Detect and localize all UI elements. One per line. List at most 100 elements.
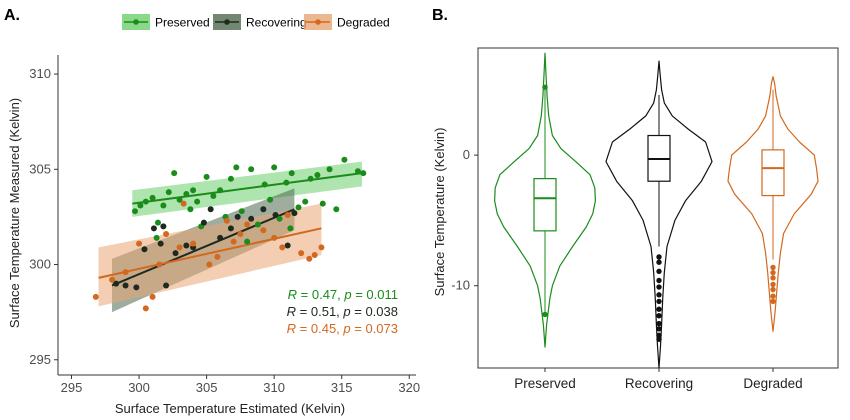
point-preserved (271, 164, 278, 171)
stat-preserved: R = 0.47, p = 0.011 (288, 287, 398, 302)
panel-a-scatter-plot: 295 300 305 310 315 320 295 300 305 310 (29, 55, 420, 395)
point-preserved (248, 166, 255, 173)
point-preserved (283, 179, 290, 186)
point-degraded (163, 231, 170, 238)
stat-part: p (342, 321, 350, 336)
point-preserved (254, 221, 261, 228)
y-tick-label: 0 (463, 147, 470, 162)
point-preserved (176, 196, 183, 203)
point-recovering (160, 223, 167, 230)
stat-degraded: R = 0.45, p = 0.073 (287, 321, 398, 336)
point-preserved (287, 225, 294, 232)
outlier-point (656, 292, 662, 298)
stat-part: = 0.51, (296, 304, 343, 319)
point-degraded (214, 253, 221, 260)
panel-b-violin-plot: -10 0 Preserved Recovering Degraded (451, 47, 839, 391)
stat-recovering: R = 0.51, p = 0.038 (287, 304, 398, 319)
point-degraded (223, 217, 230, 224)
legend-label-recovering: Recovering (246, 16, 307, 30)
point-preserved (267, 196, 274, 203)
stat-part: = 0.47, (297, 287, 344, 302)
x-tick-label-preserved: Preserved (514, 376, 576, 391)
point-preserved (319, 200, 326, 207)
point-preserved (165, 189, 172, 196)
x-tick-label: 305 (196, 380, 218, 395)
x-axis-label: Surface Temperature Estimated (Kelvin) (115, 401, 345, 416)
point-preserved (171, 170, 178, 177)
point-recovering (291, 210, 298, 217)
y-tick-label: 300 (29, 257, 51, 272)
panel-b-letter: B. (432, 7, 448, 24)
point-degraded (142, 305, 149, 312)
point-recovering (227, 225, 234, 232)
point-degraded (176, 244, 183, 251)
legend-label-degraded: Degraded (337, 16, 390, 30)
point-recovering (234, 213, 241, 220)
fit-line-preserved (132, 172, 363, 205)
point-preserved (160, 202, 167, 209)
point-degraded (122, 269, 129, 276)
point-recovering (248, 215, 255, 222)
y-tick-label: 295 (29, 352, 51, 367)
point-degraded (237, 231, 244, 238)
y-axis-label-b: Surface Temperature (Kelvin) (432, 128, 447, 297)
point-recovering (260, 206, 267, 213)
legend-key-point (224, 19, 230, 25)
point-recovering (133, 284, 140, 291)
point-degraded (92, 293, 99, 300)
stat-part: = 0.073 (351, 321, 398, 336)
stat-part: = 0.038 (351, 304, 398, 319)
box-preserved (533, 178, 557, 232)
point-preserved (314, 172, 321, 178)
legend-label-preserved: Preserved (155, 16, 210, 30)
x-tick-label: 310 (263, 380, 285, 395)
x-tick-label-recovering: Recovering (625, 376, 693, 391)
outlier-point (770, 269, 776, 276)
outlier-point (656, 259, 662, 265)
outlier-point (770, 298, 776, 305)
stat-part: R (288, 287, 297, 302)
point-preserved (244, 238, 251, 245)
point-degraded (136, 240, 143, 247)
point-recovering (163, 282, 170, 289)
point-preserved (187, 206, 194, 213)
outlier-point (656, 298, 662, 305)
point-preserved (194, 198, 201, 205)
outlier-point (770, 264, 776, 271)
point-degraded (260, 227, 267, 234)
outlier-point (656, 268, 662, 275)
point-preserved (142, 198, 149, 205)
point-preserved (276, 215, 283, 222)
point-preserved (238, 208, 245, 215)
outlier-point (656, 313, 662, 319)
panel-b-border (477, 47, 839, 369)
point-preserved (227, 175, 234, 182)
outlier-point (542, 311, 548, 318)
point-degraded (311, 252, 318, 258)
point-preserved (307, 175, 314, 182)
stat-part: = 0.011 (352, 287, 398, 302)
fit-line-degraded (98, 227, 322, 279)
point-recovering (272, 212, 279, 218)
point-recovering (122, 282, 129, 289)
outlier-point (770, 286, 776, 293)
point-recovering (284, 242, 291, 249)
point-degraded (318, 244, 325, 251)
x-tick-label-degraded: Degraded (743, 376, 802, 391)
point-preserved (190, 187, 197, 194)
y-axis-label: Surface Temperature Measured (Kelvin) (7, 98, 22, 328)
box-degraded (761, 149, 785, 197)
point-recovering (113, 280, 120, 287)
point-preserved (137, 202, 144, 209)
point-preserved (154, 219, 161, 226)
stat-part: R (287, 321, 296, 336)
stat-part: p (343, 287, 351, 302)
point-preserved (203, 173, 210, 180)
outlier-point (542, 84, 548, 90)
point-preserved (217, 187, 224, 194)
outlier-point (770, 275, 776, 281)
outlier-point (656, 254, 662, 260)
x-tick-label: 300 (128, 380, 150, 395)
